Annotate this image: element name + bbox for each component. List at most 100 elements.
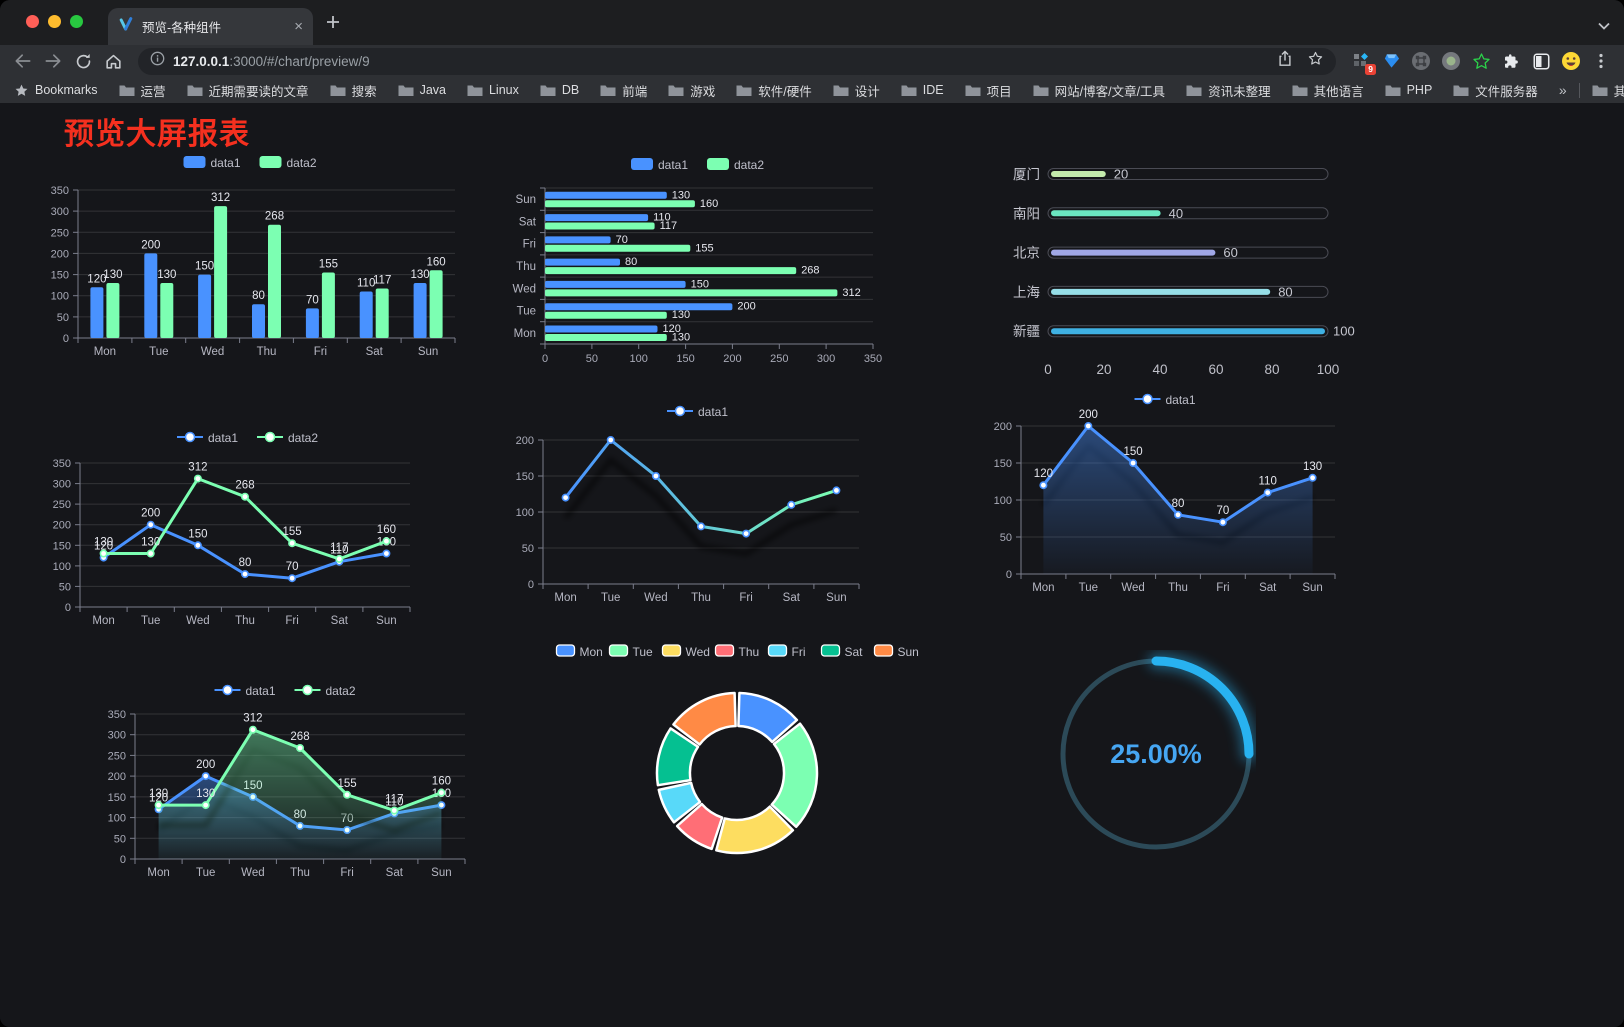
chart-bar-vertical[interactable]: data1 data2 0 50 100 150 200 250 300 350 Mon Tue Wed… — [40, 148, 465, 363]
svg-text:268: 268 — [235, 480, 254, 492]
bookmark-item[interactable]: DB — [540, 81, 579, 100]
svg-text:70: 70 — [1217, 505, 1230, 517]
svg-text:70: 70 — [286, 561, 299, 573]
reload-icon[interactable] — [70, 48, 96, 74]
svg-text:150: 150 — [676, 353, 694, 364]
chart-line-area[interactable]: data1 0 50 100 150 200 Mon Tue Wed Thu Fri Sat Sun 12… — [985, 388, 1350, 596]
svg-text:Tue: Tue — [149, 346, 168, 358]
back-icon[interactable] — [10, 48, 36, 74]
extension-command-icon[interactable] — [1408, 48, 1434, 74]
svg-text:200: 200 — [1079, 409, 1098, 421]
svg-text:Tue: Tue — [1079, 582, 1098, 594]
extension-record-icon[interactable] — [1438, 48, 1464, 74]
svg-text:155: 155 — [695, 242, 713, 254]
svg-text:100: 100 — [1333, 324, 1355, 339]
bookmarks-overflow-chevron[interactable]: » — [1558, 82, 1567, 98]
svg-text:Sat: Sat — [366, 346, 384, 358]
svg-text:0: 0 — [63, 333, 69, 345]
window-controls — [26, 15, 83, 28]
bookmark-star-icon[interactable] — [1307, 50, 1324, 72]
close-window-button[interactable] — [26, 15, 39, 28]
chart-gauge-percent[interactable]: 25.00% — [1056, 650, 1257, 860]
bookmark-item[interactable]: 前端 — [600, 81, 647, 100]
svg-text:80: 80 — [239, 557, 252, 569]
bookmark-item[interactable]: Java — [398, 81, 446, 100]
share-icon[interactable] — [1277, 50, 1293, 72]
svg-text:北京: 北京 — [1013, 246, 1040, 261]
maximize-window-button[interactable] — [70, 15, 83, 28]
url-bar[interactable]: 127.0.0.1:3000/#/chart/preview/9 — [138, 47, 1336, 75]
bookmark-item[interactable]: 其他语言 — [1292, 81, 1364, 100]
svg-text:120: 120 — [149, 792, 168, 804]
svg-text:312: 312 — [842, 287, 860, 299]
extensions-puzzle-icon[interactable] — [1498, 48, 1524, 74]
emoji-extension-icon[interactable] — [1558, 48, 1584, 74]
new-tab-button[interactable] — [326, 15, 340, 34]
bookmarks-manager-item[interactable]: Bookmarks — [14, 83, 98, 98]
forward-icon[interactable] — [40, 48, 66, 74]
svg-text:data1: data1 — [211, 156, 241, 170]
url-text: 127.0.0.1:3000/#/chart/preview/9 — [173, 54, 370, 69]
svg-text:200: 200 — [994, 421, 1012, 433]
minimize-window-button[interactable] — [48, 15, 61, 28]
chart-bar-horizontal[interactable]: data1 data2 0 50 100 150 200 250 300 350 Sun 130 160… — [505, 150, 895, 365]
bookmark-item[interactable]: 网站/博客/文章/工具 — [1033, 81, 1165, 100]
bookmark-item[interactable]: 项目 — [965, 81, 1012, 100]
svg-text:Tue: Tue — [141, 615, 160, 627]
svg-text:130: 130 — [672, 332, 690, 344]
other-bookmarks-item[interactable]: 其他书签 — [1592, 81, 1624, 100]
svg-text:200: 200 — [516, 435, 534, 447]
bookmark-item[interactable]: 游戏 — [668, 81, 715, 100]
browser-tab[interactable]: 预览-各种组件 × — [108, 8, 313, 45]
svg-text:Mon: Mon — [147, 867, 169, 879]
chart-donut-pie[interactable]: Mon Tue Wed Thu Fri Sat Sun — [545, 638, 930, 866]
home-icon[interactable] — [100, 48, 126, 74]
svg-text:150: 150 — [188, 528, 207, 540]
svg-text:40: 40 — [1152, 362, 1167, 377]
svg-text:350: 350 — [51, 185, 69, 197]
chart-line-basic[interactable]: data1 data2 0 50 100 150 200 250 300 350 Mon Tue Wed… — [40, 425, 460, 633]
bookmark-item[interactable]: PHP — [1385, 81, 1432, 100]
tab-search-chevron-icon[interactable] — [1598, 17, 1610, 35]
split-screen-icon[interactable] — [1528, 48, 1554, 74]
bookmark-item[interactable]: 设计 — [833, 81, 880, 100]
extension-gem-icon[interactable] — [1378, 48, 1404, 74]
extension-star-icon[interactable] — [1468, 48, 1494, 74]
svg-text:Mon: Mon — [92, 615, 114, 627]
browser-menu-icon[interactable] — [1588, 48, 1614, 74]
bookmark-item[interactable]: 文件服务器 — [1453, 81, 1538, 100]
svg-text:Tue: Tue — [633, 645, 654, 659]
svg-text:130: 130 — [1303, 461, 1322, 473]
svg-text:data1: data1 — [208, 431, 238, 445]
svg-text:Wed: Wed — [686, 645, 710, 659]
folder-icon — [1186, 85, 1202, 96]
site-info-icon[interactable] — [150, 51, 165, 71]
svg-text:155: 155 — [319, 259, 338, 271]
svg-text:新疆: 新疆 — [1013, 324, 1040, 339]
extension-grid-icon[interactable]: 9 — [1348, 48, 1376, 75]
svg-text:50: 50 — [59, 581, 71, 593]
bookmark-item[interactable]: 运营 — [119, 81, 166, 100]
bookmark-folder-list: 运营 近期需要读的文章 搜索 Java Linux DB 前端 游戏 软件/硬件 设计 IDE 项目 网… — [119, 81, 1538, 100]
bookmark-item[interactable]: Linux — [467, 81, 519, 100]
svg-text:80: 80 — [625, 256, 637, 268]
chart-city-progress[interactable]: 厦门 20 南阳 40 北京 60 上海 80 新疆 100 0 20 40 60 80 100 — [990, 150, 1370, 390]
svg-text:300: 300 — [53, 479, 71, 491]
bookmark-item[interactable]: 近期需要读的文章 — [187, 81, 309, 100]
chart-line-gradient[interactable]: data1 0 50 100 150 200 Mon Tue Wed Thu Fri Sat Sun — [505, 398, 895, 610]
bookmark-item[interactable]: 搜索 — [330, 81, 377, 100]
tab-close-icon[interactable]: × — [294, 18, 303, 35]
svg-text:Mon: Mon — [94, 346, 116, 358]
bookmark-item[interactable]: 资讯未整理 — [1186, 81, 1271, 100]
svg-text:250: 250 — [108, 750, 126, 762]
chart-line-area-double[interactable]: data1 data2 0 50 100 150 200 250 300 350 Mon Tue Wed… — [95, 678, 480, 886]
bookmark-item[interactable]: 软件/硬件 — [736, 81, 812, 100]
folder-icon — [1033, 85, 1049, 96]
svg-text:150: 150 — [108, 792, 126, 804]
svg-text:Tue: Tue — [517, 306, 536, 318]
bookmark-item[interactable]: IDE — [901, 81, 944, 100]
svg-text:0: 0 — [120, 854, 126, 866]
svg-text:150: 150 — [53, 540, 71, 552]
svg-text:Sun: Sun — [431, 867, 451, 879]
